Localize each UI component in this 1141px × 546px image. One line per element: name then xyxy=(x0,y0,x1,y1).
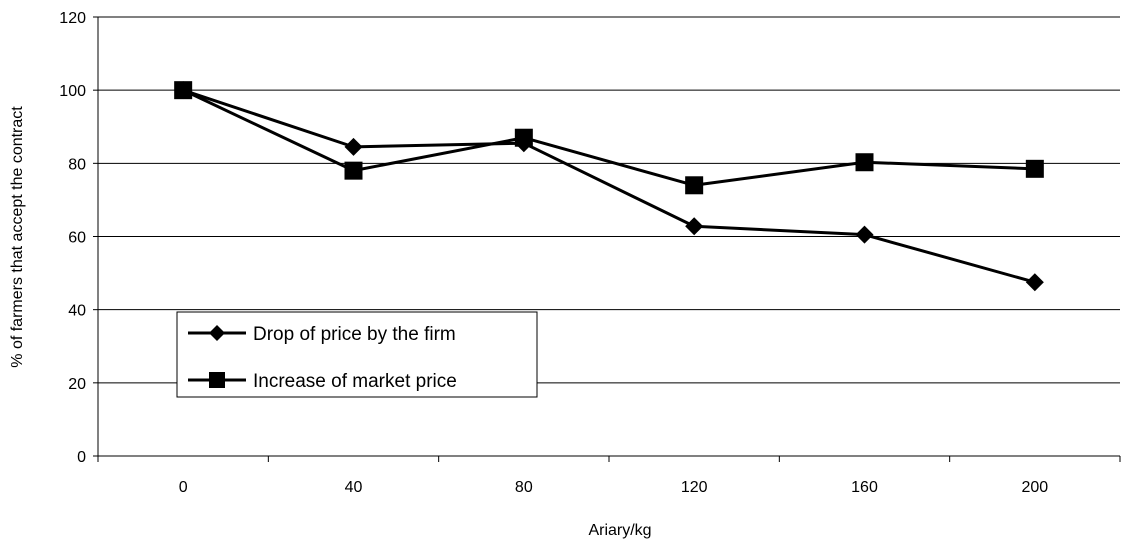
y-axis-title: % of farmers that accept the contract xyxy=(9,106,26,368)
series-layer xyxy=(174,81,1044,292)
legend: Drop of price by the firm Increase of ma… xyxy=(176,311,538,398)
legend-label-increase: Increase of market price xyxy=(253,371,457,392)
y-tick-label: 0 xyxy=(77,449,86,466)
legend-box xyxy=(176,311,538,398)
diamond-marker xyxy=(685,217,704,236)
x-tick-label: 80 xyxy=(515,479,533,496)
series-line-0 xyxy=(182,88,1036,284)
axes xyxy=(93,16,1121,462)
x-tick-label: 120 xyxy=(681,479,708,496)
legend-label-drop: Drop of price by the firm xyxy=(253,324,456,345)
square-marker xyxy=(174,81,193,100)
x-axis-title: Ariary/kg xyxy=(588,522,651,539)
y-tick-label: 80 xyxy=(68,156,86,173)
series-line-1 xyxy=(182,88,1035,187)
x-tick-label: 40 xyxy=(345,479,363,496)
legend-marker-increase xyxy=(209,372,225,388)
y-tick-label: 60 xyxy=(68,230,86,247)
tick-labels: 0 20 40 60 80 100 120 0 40 80 120 160 200 xyxy=(59,10,1048,496)
y-tick-label: 40 xyxy=(68,303,86,320)
diamond-marker xyxy=(855,225,874,244)
square-marker xyxy=(1025,159,1044,178)
diamond-marker xyxy=(344,137,363,156)
legend-marker-drop xyxy=(209,325,225,341)
x-tick-label: 160 xyxy=(851,479,878,496)
y-tick-label: 20 xyxy=(68,376,86,393)
gridlines xyxy=(98,16,1120,384)
x-tick-label: 200 xyxy=(1021,479,1048,496)
square-marker xyxy=(514,128,533,147)
square-marker xyxy=(685,176,704,195)
y-tick-label: 100 xyxy=(59,83,86,100)
diamond-marker xyxy=(1025,273,1044,292)
square-marker xyxy=(344,161,363,180)
x-tick-label: 0 xyxy=(179,479,188,496)
square-marker xyxy=(855,153,874,172)
y-tick-label: 120 xyxy=(59,10,86,27)
